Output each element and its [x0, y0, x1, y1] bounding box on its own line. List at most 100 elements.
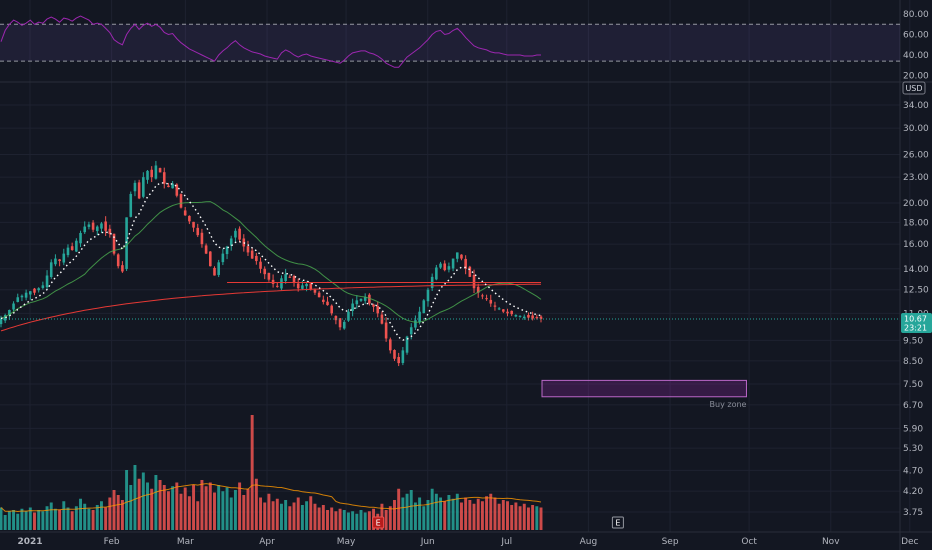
candle[interactable]	[267, 272, 271, 282]
volume-bar[interactable]	[254, 478, 258, 530]
candle[interactable]	[133, 180, 137, 197]
volume-bar[interactable]	[460, 502, 463, 531]
volume-bar[interactable]	[162, 485, 166, 530]
candle[interactable]	[3, 313, 7, 324]
volume-bar[interactable]	[179, 493, 183, 530]
candle[interactable]	[393, 349, 396, 361]
volume-bar[interactable]	[100, 501, 103, 530]
volume-bar[interactable]	[24, 511, 28, 530]
candle[interactable]	[363, 293, 367, 305]
candle[interactable]	[229, 235, 233, 251]
volume-bar[interactable]	[426, 500, 430, 530]
volume-bar[interactable]	[355, 513, 359, 530]
volume-bar[interactable]	[497, 503, 501, 530]
currency-label[interactable]: USD	[902, 81, 926, 95]
volume-bar[interactable]	[476, 498, 480, 530]
volume-bar[interactable]	[137, 478, 141, 530]
candle[interactable]	[485, 294, 488, 301]
volume-bar[interactable]	[246, 488, 250, 530]
candle[interactable]	[188, 215, 191, 225]
volume-bar[interactable]	[192, 485, 196, 530]
candle[interactable]	[183, 206, 187, 216]
volume-bar[interactable]	[91, 510, 95, 530]
candle[interactable]	[167, 182, 170, 188]
volume-bar[interactable]	[62, 501, 66, 530]
candle[interactable]	[284, 268, 287, 284]
candle[interactable]	[70, 242, 74, 251]
candle[interactable]	[54, 254, 57, 267]
volume-bar[interactable]	[125, 470, 129, 530]
volume-bar[interactable]	[309, 496, 313, 530]
volume-bar[interactable]	[334, 511, 338, 530]
volume-bar[interactable]	[183, 487, 187, 531]
volume-bar[interactable]	[20, 508, 24, 530]
volume-bar[interactable]	[280, 503, 283, 530]
volume-bar[interactable]	[338, 508, 342, 530]
volume-bar[interactable]	[58, 510, 62, 530]
price-axis[interactable]: 80.00 60.00 40.00 20.00 USD 34.00 30.00 26.00 23…	[901, 10, 932, 518]
volume-bar[interactable]	[510, 505, 514, 530]
candle[interactable]	[196, 223, 200, 238]
volume-bar[interactable]	[393, 500, 396, 530]
candle[interactable]	[347, 308, 350, 322]
volume-bar[interactable]	[263, 502, 267, 531]
volume-bar[interactable]	[70, 511, 74, 530]
volume-bar[interactable]	[430, 488, 434, 530]
candle[interactable]	[238, 226, 241, 243]
candle[interactable]	[460, 254, 463, 261]
candle[interactable]	[225, 245, 229, 260]
candle[interactable]	[535, 314, 539, 320]
volume-bar[interactable]	[342, 510, 346, 530]
volume-bar[interactable]	[397, 488, 401, 530]
candle[interactable]	[246, 240, 250, 256]
candle[interactable]	[397, 352, 400, 367]
candle[interactable]	[83, 221, 87, 234]
volume-bar[interactable]	[434, 493, 438, 530]
candle[interactable]	[100, 221, 103, 233]
volume-bar[interactable]	[401, 497, 405, 531]
volume-bar[interactable]	[0, 507, 3, 531]
volume-bar[interactable]	[83, 503, 87, 530]
candle[interactable]	[510, 310, 513, 317]
volume-bar[interactable]	[439, 497, 442, 531]
volume-bar[interactable]	[200, 480, 204, 530]
candle[interactable]	[418, 306, 421, 325]
volume-bar[interactable]	[229, 497, 233, 531]
candle[interactable]	[502, 309, 505, 314]
volume-bar[interactable]	[388, 506, 392, 530]
candle[interactable]	[146, 169, 149, 184]
candle[interactable]	[389, 337, 392, 354]
volume-bar[interactable]	[422, 506, 426, 530]
volume-bar[interactable]	[120, 500, 124, 530]
volume-bar[interactable]	[12, 510, 16, 530]
volume-bar[interactable]	[480, 501, 484, 530]
candle[interactable]	[451, 258, 455, 272]
candle[interactable]	[506, 308, 509, 317]
volume-bar[interactable]	[405, 493, 409, 530]
volume-bar[interactable]	[501, 500, 505, 530]
volume-bar[interactable]	[539, 507, 543, 531]
volume-bar[interactable]	[447, 495, 451, 530]
candle[interactable]	[288, 274, 292, 278]
volume-bar[interactable]	[288, 506, 292, 530]
candle[interactable]	[58, 258, 61, 267]
volume-bar[interactable]	[489, 493, 493, 530]
candle[interactable]	[522, 314, 526, 320]
candle[interactable]	[104, 216, 107, 237]
candle[interactable]	[49, 259, 53, 279]
volume-bar[interactable]	[79, 498, 82, 530]
volume-bar[interactable]	[133, 465, 137, 530]
candle[interactable]	[322, 295, 325, 305]
candle[interactable]	[137, 179, 141, 200]
volume-bar[interactable]	[300, 505, 304, 530]
candle[interactable]	[334, 315, 338, 325]
volume-bar[interactable]	[359, 510, 363, 530]
volume-bar[interactable]	[213, 492, 216, 531]
volume-bar[interactable]	[531, 505, 535, 530]
volume-bar[interactable]	[522, 503, 526, 530]
volume-bar[interactable]	[472, 503, 476, 530]
candle[interactable]	[414, 315, 417, 331]
volume-bar[interactable]	[116, 495, 120, 530]
